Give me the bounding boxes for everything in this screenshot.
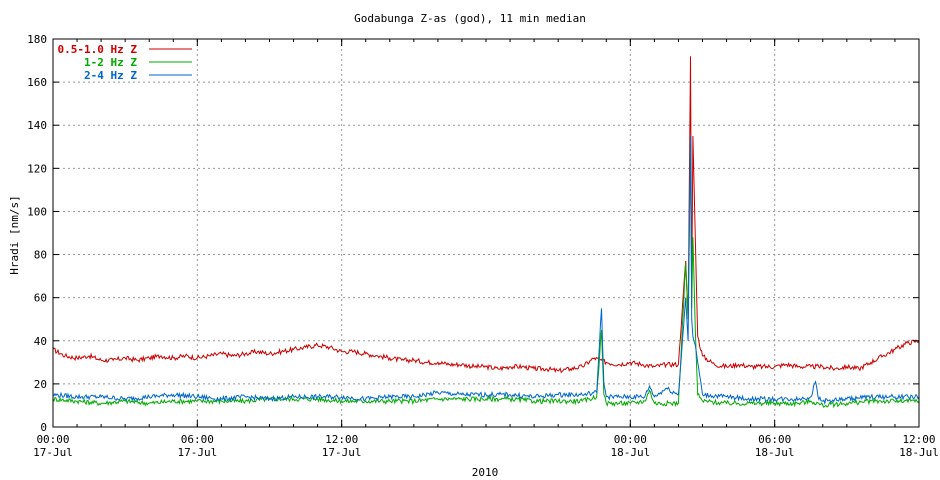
y-tick-label: 120 [27, 162, 47, 175]
y-axis-label: Hradi [nm/s] [8, 195, 21, 274]
x-tick-date: 18-Jul [899, 446, 939, 459]
y-ticks: 0 20 40 60 80 100 120 140 160 180 [27, 33, 919, 434]
legend-label: 0.5-1.0 Hz Z [58, 43, 138, 56]
x-tick-time: 12:00 [902, 433, 935, 446]
x-tick-time: 12:00 [325, 433, 358, 446]
x-axis-label: 2010 [472, 466, 499, 479]
x-tick-time: 00:00 [614, 433, 647, 446]
x-tick-date: 18-Jul [610, 446, 650, 459]
x-ticks: 00:0017-Jul06:0017-Jul12:0017-Jul00:0018… [33, 39, 939, 459]
y-tick-label: 140 [27, 119, 47, 132]
plot-frame [52, 38, 920, 428]
y-tick-label: 80 [34, 249, 47, 262]
x-tick-date: 17-Jul [33, 446, 73, 459]
x-tick-date: 17-Jul [322, 446, 362, 459]
legend-label: 1-2 Hz Z [84, 56, 137, 69]
legend: 0.5-1.0 Hz Z1-2 Hz Z2-4 Hz Z [58, 43, 192, 82]
y-tick-label: 40 [34, 335, 47, 348]
y-tick-label: 100 [27, 205, 47, 218]
x-tick-time: 06:00 [181, 433, 214, 446]
series-line-1 [52, 135, 920, 409]
y-tick-label: 180 [27, 33, 47, 46]
y-tick-label: 0 [40, 421, 47, 434]
x-tick-date: 17-Jul [177, 446, 217, 459]
y-tick-label: 60 [34, 292, 47, 305]
series-layer [52, 56, 920, 409]
series-line-0 [52, 56, 920, 374]
y-tick-label: 20 [34, 378, 47, 391]
x-tick-time: 00:00 [36, 433, 69, 446]
x-tick-date: 18-Jul [755, 446, 795, 459]
grid [53, 39, 919, 427]
chart-title: Godabunga Z-as (god), 11 min median [354, 12, 586, 25]
y-tick-label: 160 [27, 76, 47, 89]
legend-label: 2-4 Hz Z [84, 69, 137, 82]
x-tick-time: 06:00 [758, 433, 791, 446]
series-line-2 [52, 135, 920, 406]
